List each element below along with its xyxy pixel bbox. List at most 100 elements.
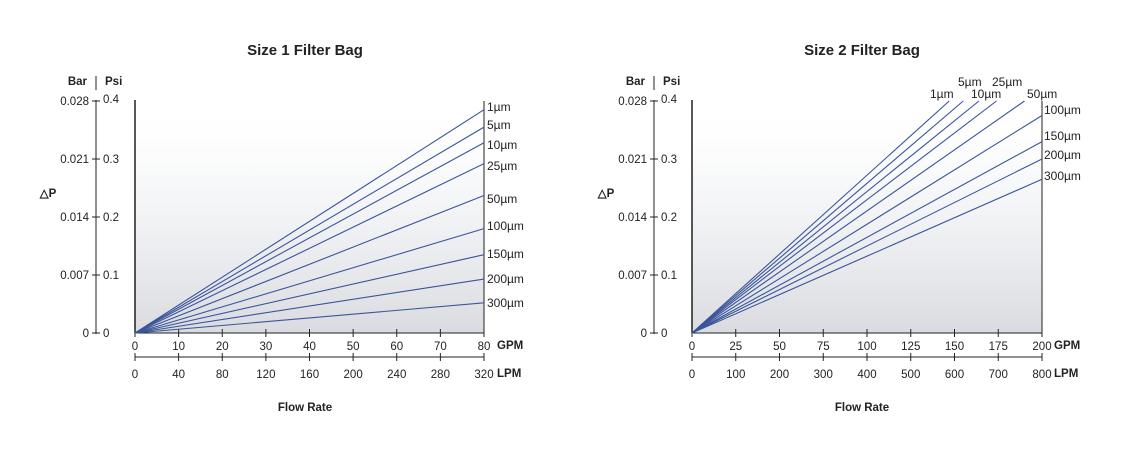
gpm-tick-label: 0 bbox=[689, 341, 695, 353]
series-line bbox=[691, 100, 1025, 334]
gpm-unit-label: GPM bbox=[1054, 340, 1080, 352]
series-label: 300µm bbox=[487, 296, 524, 310]
bar-tick-label: 0.028 bbox=[618, 96, 647, 108]
series-line bbox=[691, 178, 1043, 334]
lpm-unit-label: LPM bbox=[497, 368, 521, 380]
psi-tick-label: 0.4 bbox=[661, 94, 678, 106]
series-line bbox=[134, 228, 485, 334]
gpm-tick-label: 40 bbox=[303, 341, 316, 353]
psi-tick-label: 0.1 bbox=[661, 270, 677, 282]
lpm-tick-label: 320 bbox=[474, 369, 493, 381]
gpm-tick-label: 10 bbox=[172, 341, 185, 353]
lpm-tick-label: 160 bbox=[300, 369, 319, 381]
series-label: 1µm bbox=[930, 87, 954, 101]
series-label: 300µm bbox=[1044, 169, 1081, 183]
series-label: 50µm bbox=[487, 192, 517, 206]
series-line bbox=[134, 163, 485, 334]
lpm-unit-label: LPM bbox=[1054, 368, 1078, 380]
series-label: 10µm bbox=[971, 87, 1001, 101]
lpm-tick-label: 120 bbox=[256, 369, 275, 381]
series-line bbox=[134, 126, 485, 334]
psi-unit-label: Psi bbox=[105, 76, 122, 88]
series-line bbox=[691, 158, 1043, 334]
lpm-tick-label: 0 bbox=[689, 369, 695, 381]
bar-tick-label: 0.021 bbox=[618, 154, 647, 166]
series-line bbox=[134, 195, 485, 334]
size1-chart: Size 1 Filter Bag Bar Psi △P GPM LPM Flo… bbox=[39, 42, 524, 414]
series-label: 5µm bbox=[487, 118, 511, 132]
bar-unit-label: Bar bbox=[626, 76, 646, 88]
gpm-tick-label: 30 bbox=[259, 341, 272, 353]
bar-tick-label: 0.028 bbox=[60, 96, 89, 108]
lpm-tick-label: 400 bbox=[857, 369, 876, 381]
gpm-tick-label: 125 bbox=[901, 341, 920, 353]
series-label: 10µm bbox=[487, 138, 517, 152]
lpm-tick-label: 700 bbox=[989, 369, 1008, 381]
series-label: 1µm bbox=[487, 100, 511, 114]
series-line bbox=[134, 142, 485, 334]
series-label: 150µm bbox=[1044, 129, 1081, 143]
series-label: 5µm bbox=[958, 75, 982, 89]
chart-title: Size 2 Filter Bag bbox=[804, 42, 920, 59]
lpm-tick-label: 0 bbox=[132, 369, 138, 381]
gpm-tick-label: 60 bbox=[390, 341, 403, 353]
bar-unit-label: Bar bbox=[68, 76, 88, 88]
gpm-tick-label: 0 bbox=[132, 341, 138, 353]
gpm-tick-label: 25 bbox=[729, 341, 742, 353]
lpm-tick-label: 280 bbox=[431, 369, 450, 381]
lpm-tick-label: 500 bbox=[901, 369, 920, 381]
psi-tick-label: 0.3 bbox=[661, 154, 677, 166]
series-line bbox=[134, 302, 485, 334]
series-line bbox=[691, 141, 1043, 334]
bar-tick-label: 0.014 bbox=[618, 212, 647, 224]
gpm-tick-label: 150 bbox=[945, 341, 964, 353]
lpm-tick-label: 200 bbox=[344, 369, 363, 381]
lpm-tick-label: 100 bbox=[726, 369, 745, 381]
gpm-tick-label: 80 bbox=[478, 341, 491, 353]
series-label: 200µm bbox=[1044, 148, 1081, 162]
series-line bbox=[134, 109, 485, 334]
gpm-tick-label: 20 bbox=[216, 341, 229, 353]
bar-tick-label: 0 bbox=[83, 328, 89, 340]
lpm-tick-label: 240 bbox=[387, 369, 406, 381]
gpm-tick-label: 50 bbox=[773, 341, 786, 353]
series-line bbox=[691, 100, 964, 334]
plot-background bbox=[692, 101, 1042, 333]
gpm-tick-label: 175 bbox=[989, 341, 1008, 353]
series-line bbox=[691, 100, 980, 334]
series-label: 100µm bbox=[1044, 103, 1081, 117]
gpm-tick-label: 50 bbox=[347, 341, 360, 353]
y-axis-label: △P bbox=[39, 188, 57, 200]
psi-unit-label: Psi bbox=[663, 76, 680, 88]
psi-tick-label: 0 bbox=[103, 328, 109, 340]
series-line bbox=[134, 278, 485, 334]
series-label: 200µm bbox=[487, 272, 524, 286]
psi-tick-label: 0.4 bbox=[103, 94, 120, 106]
chart-title: Size 1 Filter Bag bbox=[247, 42, 363, 59]
psi-tick-label: 0.2 bbox=[661, 212, 677, 224]
psi-tick-label: 0 bbox=[661, 328, 667, 340]
lpm-tick-label: 40 bbox=[172, 369, 185, 381]
gpm-unit-label: GPM bbox=[497, 340, 523, 352]
lpm-tick-label: 600 bbox=[945, 369, 964, 381]
gpm-tick-label: 200 bbox=[1032, 341, 1051, 353]
series-line bbox=[134, 254, 485, 334]
series-label: 25µm bbox=[992, 75, 1022, 89]
series-line bbox=[691, 115, 1043, 334]
bar-tick-label: 0.007 bbox=[60, 270, 89, 282]
gpm-tick-label: 100 bbox=[857, 341, 876, 353]
plot-background bbox=[135, 101, 484, 333]
bar-tick-label: 0 bbox=[641, 328, 647, 340]
series-line bbox=[691, 100, 997, 334]
bar-tick-label: 0.021 bbox=[60, 154, 89, 166]
x-axis-label: Flow Rate bbox=[278, 402, 332, 414]
size2-chart: Size 2 Filter Bag Bar Psi △P GPM LPM Flo… bbox=[597, 42, 1081, 414]
series-label: 25µm bbox=[487, 159, 517, 173]
y-axis-label: △P bbox=[597, 188, 615, 200]
series-label: 50µm bbox=[1027, 87, 1057, 101]
lpm-tick-label: 200 bbox=[770, 369, 789, 381]
series-label: 150µm bbox=[487, 247, 524, 261]
bar-tick-label: 0.007 bbox=[618, 270, 647, 282]
psi-tick-label: 0.1 bbox=[103, 270, 119, 282]
